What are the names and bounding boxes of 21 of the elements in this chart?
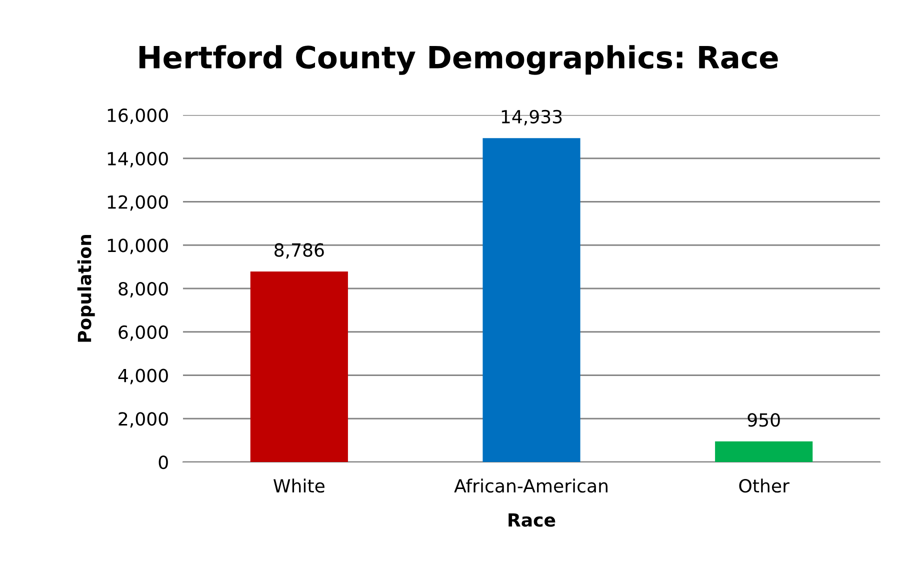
- x-tick-label: African-American: [454, 478, 608, 493]
- y-tick-label: 4,000: [118, 368, 168, 384]
- y-axis-title: Population: [77, 234, 95, 342]
- y-tick-label: 8,000: [118, 282, 168, 298]
- bar: [482, 138, 580, 462]
- y-tick-label: 6,000: [118, 325, 168, 341]
- bar: [250, 271, 348, 462]
- x-tick-label: White: [274, 478, 324, 493]
- y-tick-label: 10,000: [108, 238, 168, 254]
- bar: [715, 441, 813, 462]
- data-label: 8,786: [274, 243, 324, 259]
- y-tick-label: 16,000: [108, 108, 168, 124]
- y-tick-label: 14,000: [108, 152, 168, 168]
- x-axis-title: Race: [508, 513, 556, 527]
- x-tick-label: Other: [739, 478, 790, 493]
- data-label: 950: [748, 413, 780, 427]
- y-tick-label: 12,000: [108, 195, 168, 211]
- y-tick-label: 0: [158, 455, 168, 470]
- chart-title: Hertford County Demographics: Race: [139, 45, 778, 75]
- y-tick-label: 2,000: [118, 412, 168, 428]
- data-label: 14,933: [502, 110, 562, 126]
